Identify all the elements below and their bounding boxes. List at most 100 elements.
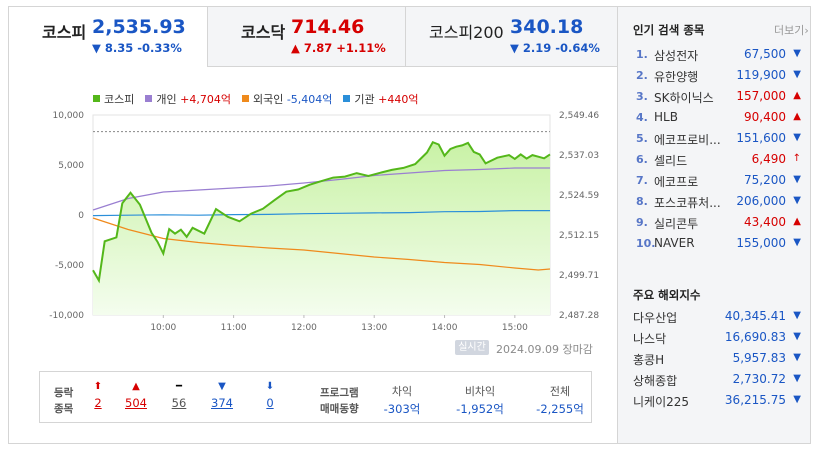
stock-price: 206,000	[736, 194, 786, 208]
x-axis-tick: 13:00	[361, 323, 387, 333]
index-value: 2,730.72	[732, 372, 786, 386]
market-breadth-box: 등락 종목 ⬆ 2 ▲ 504 ━ 56 ▼ 374 ⬇ 0 프로그램 매매동향 차익 -303억 비…	[39, 371, 592, 423]
index-name[interactable]: 상해종합	[633, 374, 678, 388]
chart-date: 2024.09.09 장마감	[496, 343, 593, 356]
popular-item[interactable]: 9. 실리콘투 43,400 ▲	[618, 214, 811, 235]
arrow-down-icon: ▼	[793, 195, 801, 206]
index-tabs: 코스피 2,535.93 ▼ 8.35 -0.33% 코스닥 714.46 ▲ …	[9, 7, 617, 67]
breadth-value[interactable]: 504	[125, 396, 147, 410]
tab-value: 340.18	[510, 16, 584, 38]
rank: 7.	[636, 174, 648, 187]
program-col-header: 차익	[391, 385, 413, 398]
stock-name[interactable]: 삼성전자	[654, 49, 699, 63]
popular-item[interactable]: 2. 유한양행 119,900 ▼	[618, 67, 811, 88]
stock-name[interactable]: 유한양행	[654, 70, 699, 84]
more-link[interactable]: 더보기›	[774, 24, 809, 37]
rank: 3.	[636, 90, 648, 103]
tab-name: 코스닥	[241, 23, 286, 42]
stock-name[interactable]: SK하이닉스	[654, 91, 714, 105]
arrow-down-icon: ▼	[793, 48, 801, 59]
chart-legend: 코스피 개인 +4,704억 외국인 -5,404억 기관 +440억	[93, 91, 419, 107]
arrow-down-icon: ▼	[793, 331, 801, 342]
popular-item[interactable]: 5. 에코프로비... 151,600 ▼	[618, 130, 811, 151]
index-panel: 코스피 2,535.93 ▼ 8.35 -0.33% 코스닥 714.46 ▲ …	[9, 7, 617, 443]
intraday-chart: 10,000 5,000 0 -5,000 -10,000 2,549.46 2,537.0…	[49, 111, 599, 333]
index-value: 16,690.83	[724, 330, 786, 344]
stock-name[interactable]: NAVER	[654, 236, 695, 250]
stock-price: 67,500	[744, 47, 786, 61]
legend-foreign: 외국인 -5,404억	[241, 91, 332, 107]
breadth-value[interactable]: 0	[266, 396, 274, 410]
arrow-up-icon: ↑	[792, 153, 801, 164]
popular-item[interactable]: 1. 삼성전자 67,500 ▼	[618, 46, 811, 67]
overseas-index[interactable]: 다우산업 40,345.41 ▼	[618, 308, 811, 329]
stock-name[interactable]: 포스코퓨처...	[654, 196, 721, 210]
right-axis-tick: 2,549.46	[559, 111, 599, 121]
x-axis-tick: 11:00	[221, 323, 247, 333]
breadth-arrow-icon: ━	[175, 381, 183, 392]
rank: 10.	[636, 237, 656, 250]
stock-name[interactable]: 에코프로	[654, 175, 699, 189]
index-name[interactable]: 나스닥	[633, 332, 667, 346]
index-name[interactable]: 니케이225	[633, 395, 690, 409]
x-axis-tick: 10:00	[150, 323, 176, 333]
overseas-index[interactable]: 홍콩H 5,957.83 ▼	[618, 350, 811, 371]
arrow-down-icon: ▼	[793, 69, 801, 80]
stock-price: 155,000	[736, 236, 786, 250]
foreign-line	[92, 217, 551, 271]
stock-name[interactable]: HLB	[654, 110, 678, 124]
stock-price: 6,490	[751, 152, 786, 166]
tab-name: 코스피	[42, 23, 87, 42]
stock-price: 43,400	[744, 215, 786, 229]
breadth-value[interactable]: 2	[94, 396, 102, 410]
index-name[interactable]: 다우산업	[633, 311, 678, 325]
live-badge[interactable]: 실시간	[455, 340, 489, 355]
arrow-down-icon: ▼	[793, 174, 801, 185]
stock-name[interactable]: 실리콘투	[654, 217, 699, 231]
breadth-arrow-icon: ⬇	[265, 381, 275, 392]
tab-kospi[interactable]: 코스피 2,535.93 ▼ 8.35 -0.33%	[9, 7, 207, 67]
arrow-down-icon: ▼	[793, 310, 801, 321]
popular-item[interactable]: 8. 포스코퓨처... 206,000 ▼	[618, 193, 811, 214]
breadth-count[interactable]: ▲ 504	[121, 380, 151, 410]
breadth-value[interactable]: 374	[211, 396, 233, 410]
tab-value: 2,535.93	[92, 16, 186, 38]
breadth-count[interactable]: ⬇ 0	[255, 380, 285, 410]
breadth-label: 등락	[54, 387, 74, 399]
right-axis-tick: 2,512.15	[559, 231, 599, 241]
left-axis-tick: 0	[78, 211, 84, 221]
popular-item[interactable]: 6. 셀리드 6,490 ↑	[618, 151, 811, 172]
breadth-value[interactable]: 56	[171, 396, 187, 410]
arrow-down-icon: ▼	[793, 237, 801, 248]
arrow-down-icon: ▼	[793, 394, 801, 405]
popular-item[interactable]: 3. SK하이닉스 157,000 ▲	[618, 88, 811, 109]
tab-kosdaq[interactable]: 코스닥 714.46 ▲ 7.87 +1.11%	[207, 7, 405, 67]
left-axis-tick: -5,000	[55, 261, 84, 271]
breadth-count[interactable]: ⬆ 2	[83, 380, 113, 410]
popular-item[interactable]: 10. NAVER 155,000 ▼	[618, 235, 811, 256]
breadth-arrow-icon: ⬆	[93, 381, 103, 392]
chevron-right-icon: ›	[804, 24, 809, 37]
popular-item[interactable]: 7. 에코프로 75,200 ▼	[618, 172, 811, 193]
stock-price: 119,900	[736, 68, 786, 82]
stock-name[interactable]: 에코프로비...	[654, 133, 721, 147]
popular-item[interactable]: 4. HLB 90,400 ▲	[618, 109, 811, 130]
index-value: 40,345.41	[724, 309, 786, 323]
overseas-index[interactable]: 니케이225 36,215.75 ▼	[618, 392, 811, 413]
stock-price: 75,200	[744, 173, 786, 187]
program-col-value: -2,255억	[536, 402, 584, 416]
rank: 8.	[636, 195, 648, 208]
stock-name[interactable]: 셀리드	[654, 154, 688, 168]
x-axis-tick: 14:00	[432, 323, 458, 333]
rank: 6.	[636, 153, 648, 166]
breadth-arrow-icon: ▼	[218, 381, 226, 392]
tab-kospi200[interactable]: 코스피200 340.18 ▼ 2.19 -0.64%	[405, 7, 617, 67]
overseas-index[interactable]: 나스닥 16,690.83 ▼	[618, 329, 811, 350]
breadth-count[interactable]: ▼ 374	[207, 380, 237, 410]
kospi-line	[92, 140, 551, 284]
breadth-count[interactable]: ━ 56	[164, 380, 194, 410]
market-widget: 코스피 2,535.93 ▼ 8.35 -0.33% 코스닥 714.46 ▲ …	[8, 6, 811, 444]
index-name[interactable]: 홍콩H	[633, 353, 665, 367]
overseas-index[interactable]: 상해종합 2,730.72 ▼	[618, 371, 811, 392]
tab-change: ▼ 2.19 -0.64%	[510, 41, 600, 55]
